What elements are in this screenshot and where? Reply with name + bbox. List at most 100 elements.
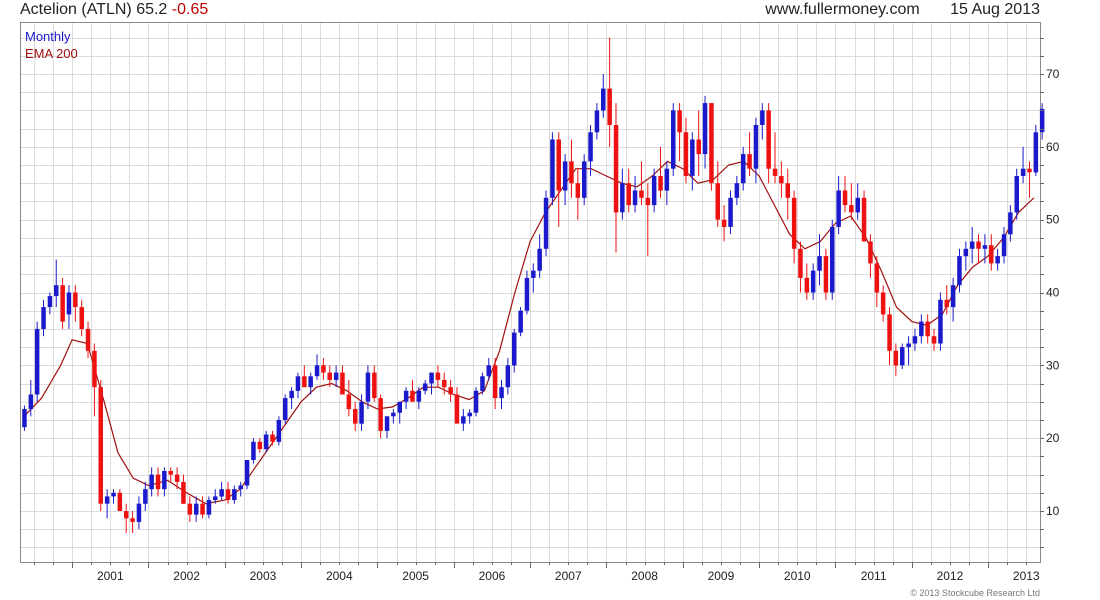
candle-body: [836, 190, 841, 227]
candle: [429, 372, 434, 395]
candle: [384, 416, 390, 439]
candle-body: [709, 103, 714, 184]
candle: [791, 190, 797, 264]
candle-body: [219, 489, 224, 497]
candle: [830, 219, 835, 300]
candle-body: [728, 197, 733, 227]
candle: [410, 379, 415, 402]
candle: [353, 401, 358, 431]
candle-body: [747, 154, 752, 169]
candle-body: [868, 241, 873, 264]
x-tick-label: 2012: [937, 569, 964, 583]
candle: [734, 175, 740, 206]
candle: [626, 168, 631, 213]
candle-body: [499, 387, 504, 399]
candle-body: [518, 310, 523, 333]
candle-body: [1001, 234, 1007, 257]
candle: [569, 139, 574, 198]
candle: [690, 132, 695, 191]
candle: [613, 103, 619, 253]
candle: [1027, 161, 1032, 198]
candle: [302, 365, 307, 388]
candle: [117, 489, 123, 512]
candle: [855, 183, 860, 220]
candle-body: [569, 161, 574, 184]
candle-body: [683, 132, 689, 176]
candle-body: [391, 412, 396, 417]
chart-header-right: www.fullermoney.com 15 Aug 2013: [739, 1, 1040, 23]
candle-body: [181, 481, 186, 504]
candle: [276, 416, 282, 446]
x-tick-label: 2010: [784, 569, 811, 583]
candle-body: [810, 270, 816, 293]
candle: [620, 168, 625, 220]
candle-body: [302, 376, 307, 388]
candle: [321, 358, 326, 380]
candle: [919, 314, 924, 344]
candle: [461, 409, 466, 431]
candle-body: [919, 321, 924, 337]
candle: [98, 379, 103, 512]
candle: [295, 372, 301, 399]
legend-period: Monthly: [25, 29, 71, 44]
candle-body: [492, 365, 498, 399]
candle: [995, 248, 1000, 271]
candle: [206, 496, 212, 519]
candle-body: [690, 139, 695, 176]
candle-body: [931, 336, 937, 344]
y-tick-label: 60: [1046, 140, 1060, 154]
candle-body: [98, 387, 103, 504]
candle-body: [1033, 132, 1039, 173]
candle-body: [321, 365, 326, 373]
candle: [715, 161, 720, 227]
x-tick-label: 2009: [708, 569, 735, 583]
candle-body: [54, 285, 59, 297]
candle: [174, 467, 180, 490]
candle: [492, 358, 498, 410]
candle-body: [66, 292, 72, 315]
candle-body: [562, 161, 568, 191]
candle-body: [270, 434, 275, 442]
candle: [391, 409, 396, 424]
candle: [931, 328, 937, 351]
candle-body: [213, 496, 218, 500]
candle-body: [295, 376, 301, 391]
candle: [162, 467, 167, 497]
candle: [397, 401, 402, 424]
candle: [868, 234, 873, 278]
candle: [639, 161, 644, 206]
candle: [836, 175, 841, 235]
candle-body: [257, 441, 263, 450]
candle: [346, 379, 352, 417]
candle: [728, 190, 733, 235]
candle-body: [480, 376, 485, 391]
candle: [467, 409, 472, 424]
candle: [677, 103, 682, 162]
candle: [213, 489, 218, 504]
candle-body: [944, 299, 949, 308]
candle: [543, 190, 549, 257]
chart-date: 15 Aug 2013: [950, 1, 1040, 18]
candle-body: [861, 197, 867, 242]
candle: [181, 474, 186, 504]
candle: [779, 161, 784, 198]
candle-body: [671, 110, 676, 169]
instrument-name: Actelion (ATLN): [20, 1, 132, 18]
candle: [702, 95, 708, 169]
x-tick-label: 2013: [1013, 569, 1040, 583]
candle: [963, 241, 969, 271]
candle: [194, 496, 199, 522]
candle-body: [206, 500, 212, 515]
candle: [721, 205, 727, 242]
grid-lines: [21, 23, 1040, 562]
candle-body: [556, 139, 561, 191]
candle-body: [537, 248, 542, 271]
candle: [938, 292, 943, 351]
candle: [1001, 226, 1007, 264]
candle-body: [308, 376, 313, 388]
candle: [473, 387, 479, 417]
candle-body: [429, 372, 434, 384]
candle-body: [734, 183, 740, 198]
candle-body: [601, 88, 606, 111]
candle-body: [970, 241, 975, 249]
